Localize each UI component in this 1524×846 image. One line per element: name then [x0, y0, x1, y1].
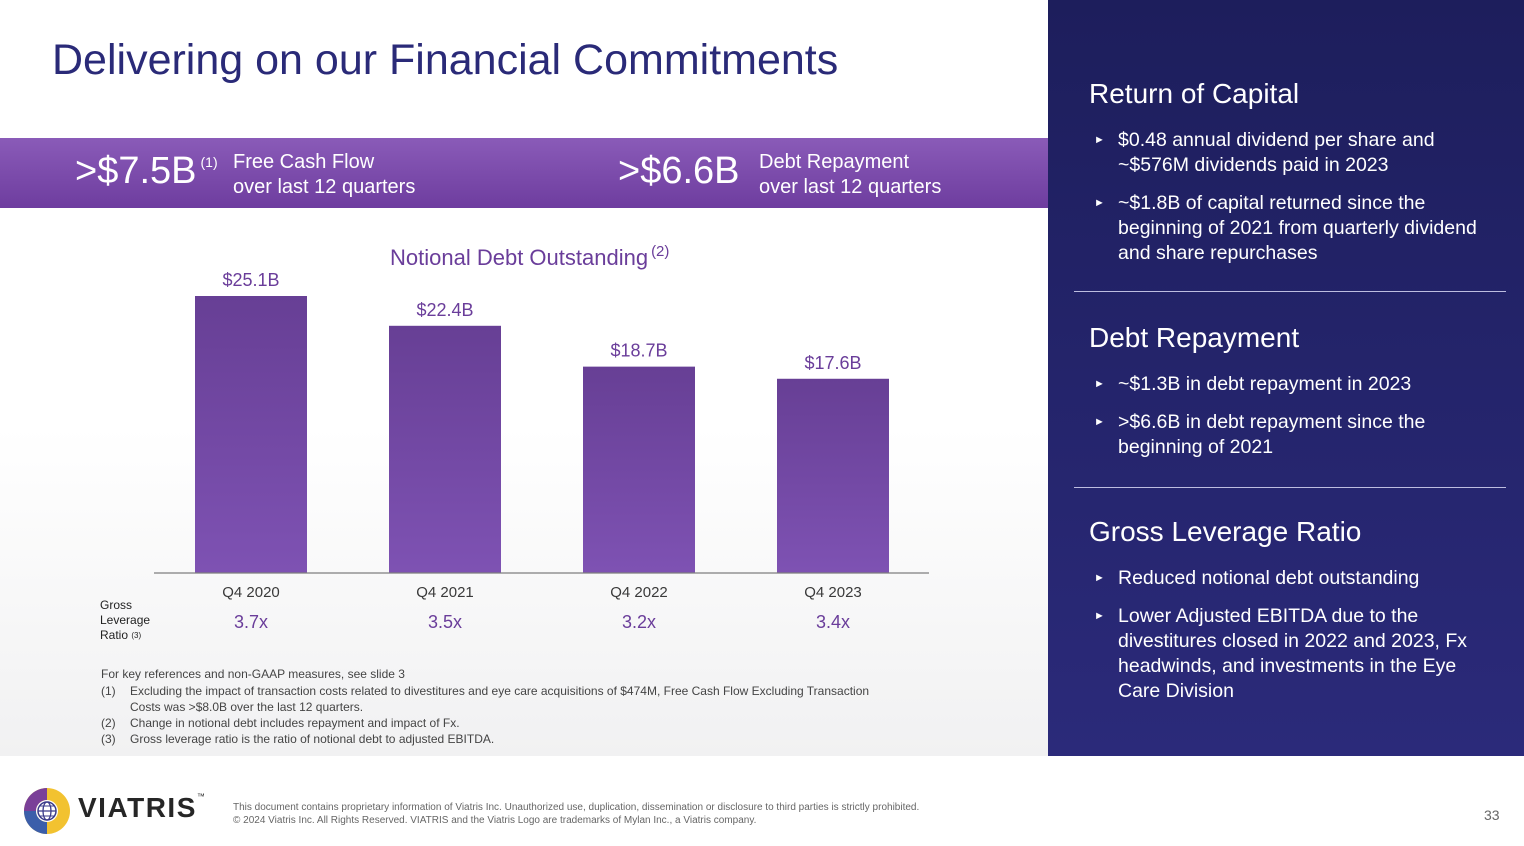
viatris-globe-logo-icon	[24, 788, 70, 834]
gross-leverage-label-line3: Ratio	[100, 628, 129, 642]
x-tick-label: Q4 2022	[610, 584, 668, 601]
metric-fcf-footnote-ref: (1)	[200, 154, 218, 170]
metric-debt-line1: Debt Repayment	[759, 151, 910, 173]
section-heading: Return of Capital	[1089, 78, 1300, 109]
legal-disclaimer: This document contains proprietary infor…	[233, 801, 919, 827]
bullet-text: >$6.6B in debt repayment since the begin…	[1118, 411, 1426, 458]
section-gross-leverage-ratio: Gross Leverage Ratio ► Reduced notional d…	[1089, 516, 1489, 717]
section-divider	[1074, 291, 1506, 292]
metric-fcf-line2: over last 12 quarters	[233, 176, 416, 198]
bullet-arrow-icon: ►	[1094, 378, 1105, 390]
viatris-wordmark-text: VIATRIS	[78, 792, 197, 823]
bar-q4-2022	[583, 366, 695, 573]
chart-title: Notional Debt Outstanding (2)	[390, 243, 670, 271]
disclaimer-line1: This document contains proprietary infor…	[233, 802, 920, 813]
gross-leverage-value: 3.4x	[816, 612, 850, 632]
footnote-3-text: Gross leverage ratio is the ratio of not…	[130, 732, 495, 746]
gross-leverage-label-line2: Leverage	[100, 613, 151, 627]
bar-value-label: $25.1B	[222, 270, 279, 290]
section-heading: Gross Leverage Ratio	[1089, 516, 1362, 547]
bullet-item: ► ~$1.8B of capital returned since the be…	[1089, 191, 1489, 266]
section-return-of-capital: Return of Capital ► $0.48 annual dividend…	[1089, 78, 1489, 279]
page-title: Delivering on our Financial Commitments	[52, 36, 839, 84]
bullet-item: ► ~$1.3B in debt repayment in 2023	[1089, 372, 1489, 397]
gross-leverage-label: Gross Leverage Ratio (3)	[100, 598, 150, 643]
x-tick-label: Q4 2023	[804, 584, 862, 601]
bullet-arrow-icon: ►	[1094, 572, 1105, 584]
bar-q4-2021	[389, 325, 501, 573]
gross-leverage-value: 3.7x	[234, 612, 268, 632]
footnote-3: (3) Gross leverage ratio is the ratio of …	[101, 731, 881, 747]
gross-leverage-footnote-ref: (3)	[131, 631, 142, 640]
metric-fcf-description: Free Cash Flow over last 12 quarters	[233, 150, 415, 200]
disclaimer-line2: © 2024 Viatris Inc. All Rights Reserved.…	[233, 815, 757, 826]
page-number: 33	[1484, 807, 1500, 823]
highlights-sidebar: Return of Capital ► $0.48 annual dividend…	[1048, 0, 1524, 756]
footnote-2-number: (2)	[101, 716, 116, 730]
bar-value-label: $22.4B	[416, 300, 473, 320]
chart-title-text: Notional Debt Outstanding	[390, 245, 649, 270]
viatris-wordmark: VIATRIS™	[78, 792, 205, 824]
metric-debt-description: Debt Repayment over last 12 quarters	[759, 150, 941, 200]
bar-value-label: $18.7B	[610, 341, 667, 361]
bullet-arrow-icon: ►	[1094, 610, 1105, 622]
bullet-text: ~$1.8B of capital returned since the beg…	[1118, 192, 1477, 264]
metric-debt-line2: over last 12 quarters	[759, 176, 942, 198]
chart-title-footnote-ref: (2)	[651, 243, 670, 260]
bullet-text: Reduced notional debt outstanding	[1118, 567, 1420, 589]
section-debt-repayment: Debt Repayment ► ~$1.3B in debt repayment…	[1089, 322, 1489, 473]
bullet-text: $0.48 annual dividend per share and ~$57…	[1118, 129, 1435, 176]
bullet-text: ~$1.3B in debt repayment in 2023	[1118, 373, 1412, 395]
section-divider	[1074, 487, 1506, 488]
metric-fcf-number: >$7.5B	[75, 150, 197, 192]
bullet-arrow-icon: ►	[1094, 197, 1105, 209]
trademark-symbol: ™	[196, 792, 205, 801]
footnote-1-text: Excluding the impact of transaction cost…	[130, 684, 870, 714]
gross-leverage-value: 3.2x	[622, 612, 656, 632]
bar-q4-2020	[195, 296, 307, 573]
metric-fcf-value: >$7.5B (1)	[75, 150, 218, 193]
bullet-item: ► >$6.6B in debt repayment since the begi…	[1089, 410, 1489, 460]
bullet-text: Lower Adjusted EBITDA due to the divesti…	[1118, 605, 1468, 702]
metric-fcf-line1: Free Cash Flow	[233, 151, 375, 173]
footnote-2: (2) Change in notional debt includes repa…	[101, 715, 881, 731]
footnote-2-text: Change in notional debt includes repayme…	[130, 716, 460, 730]
metric-debt-value: >$6.6B	[618, 150, 740, 192]
bullet-item: ► Reduced notional debt outstanding	[1089, 566, 1489, 591]
bullet-arrow-icon: ►	[1094, 416, 1105, 428]
x-tick-label: Q4 2020	[222, 584, 280, 601]
footnote-1: (1) Excluding the impact of transaction c…	[101, 683, 881, 715]
gross-leverage-label-line1: Gross	[100, 598, 133, 612]
bullet-item: ► Lower Adjusted EBITDA due to the divest…	[1089, 604, 1489, 704]
footnotes: For key references and non-GAAP measures…	[101, 666, 881, 747]
bullet-arrow-icon: ►	[1094, 134, 1105, 146]
bullet-item: ► $0.48 annual dividend per share and ~$5…	[1089, 128, 1489, 178]
debt-bar-chart: $25.1B Q4 2020 3.7x $22.4B Q4 2021 3.5x $18.7B…	[154, 270, 929, 632]
footnote-intro: For key references and non-GAAP measures…	[101, 667, 405, 681]
x-tick-label: Q4 2021	[416, 584, 474, 601]
metrics-banner	[0, 138, 1048, 208]
bar-value-label: $17.6B	[804, 353, 861, 373]
gross-leverage-value: 3.5x	[428, 612, 462, 632]
section-heading: Debt Repayment	[1089, 322, 1300, 353]
footnote-3-number: (3)	[101, 732, 116, 746]
footnote-1-number: (1)	[101, 684, 116, 698]
bar-q4-2023	[777, 378, 889, 573]
